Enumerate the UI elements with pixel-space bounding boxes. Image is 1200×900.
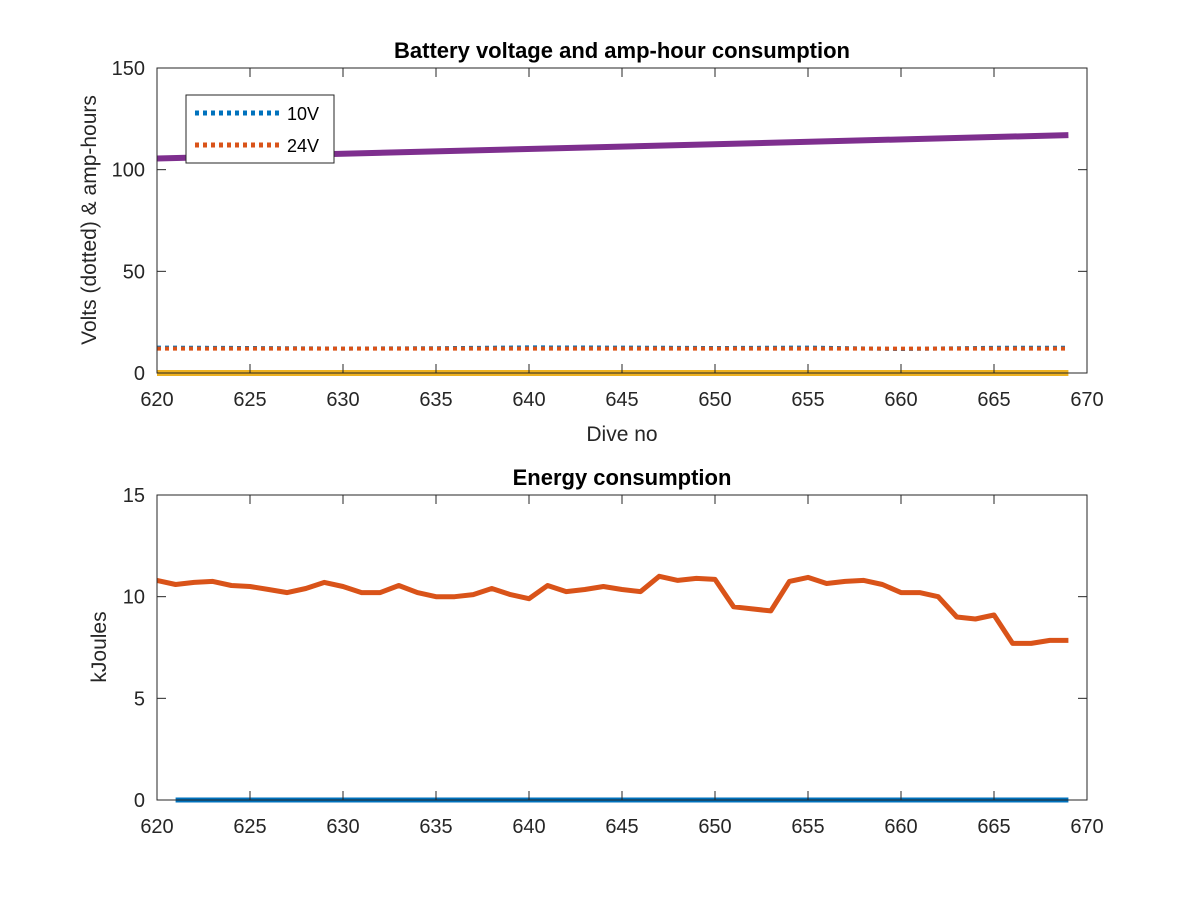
battery-y-tick-label: 50 (123, 261, 145, 283)
battery-x-tick-label: 625 (233, 389, 266, 411)
energy-ticks-layer: 620 625 630 635 640 645 650 655 660 665 670 0 5 10 15 (123, 485, 1104, 838)
battery-ticks-layer: 620 625 630 635 640 645 650 655 660 665 670 0 50 100 1… (112, 58, 1104, 411)
energy-y-tick-label: 5 (134, 688, 145, 710)
battery-x-tick-label: 660 (884, 389, 917, 411)
energy-chart: 620 625 630 635 640 645 650 655 660 665 670051015 … (88, 465, 1104, 838)
energy-y-tick-label: 0 (134, 790, 145, 812)
energy-x-tick-label: 655 (791, 816, 824, 838)
energy-x-tick-label: 640 (512, 816, 545, 838)
battery-x-tick-label: 620 (140, 389, 173, 411)
energy-energy-line (156, 573, 1069, 646)
energy-y-tick-label: 15 (123, 485, 145, 507)
battery-y-tick-label: 100 (112, 160, 145, 182)
battery-chart-title: Battery voltage and amp-hour consumption (394, 38, 850, 63)
energy-x-tick-label: 660 (884, 816, 917, 838)
energy-x-tick-label: 670 (1070, 816, 1103, 838)
battery-y-tick-label: 150 (112, 58, 145, 80)
legend-label-24v: 24V (287, 136, 319, 156)
battery-x-tick-label: 645 (605, 389, 638, 411)
energy-x-tick-label: 630 (326, 816, 359, 838)
energy-chart-title: Energy consumption (513, 465, 732, 490)
battery-x-tick-label: 630 (326, 389, 359, 411)
energy-x-tick-label: 665 (977, 816, 1010, 838)
battery-y-axis-label: Volts (dotted) & amp-hours (78, 95, 101, 345)
battery-x-tick-label: 650 (698, 389, 731, 411)
legend-box (185, 94, 335, 164)
battery-legend: 10V 24V (185, 94, 335, 164)
legend-label-10v: 10V (287, 104, 319, 124)
battery-x-axis-label: Dive no (586, 423, 657, 446)
energy-x-tick-label: 645 (605, 816, 638, 838)
battery-x-tick-label: 670 (1070, 389, 1103, 411)
battery-chart: 620 625 630 635 640 645 650 655 660 665 670 0 50 100 1… (78, 38, 1104, 446)
energy-y-axis-label: kJoules (88, 611, 111, 682)
energy-y-tick-label: 10 (123, 587, 145, 609)
battery-x-tick-label: 655 (791, 389, 824, 411)
battery-x-tick-label: 640 (512, 389, 545, 411)
battery-x-tick-label: 665 (977, 389, 1010, 411)
battery-y-tick-label: 0 (134, 363, 145, 385)
energy-x-tick-label: 620 (140, 816, 173, 838)
energy-x-tick-label: 650 (698, 816, 731, 838)
energy-x-tick-label: 625 (233, 816, 266, 838)
battery-x-tick-label: 635 (419, 389, 452, 411)
energy-x-tick-label: 635 (419, 816, 452, 838)
